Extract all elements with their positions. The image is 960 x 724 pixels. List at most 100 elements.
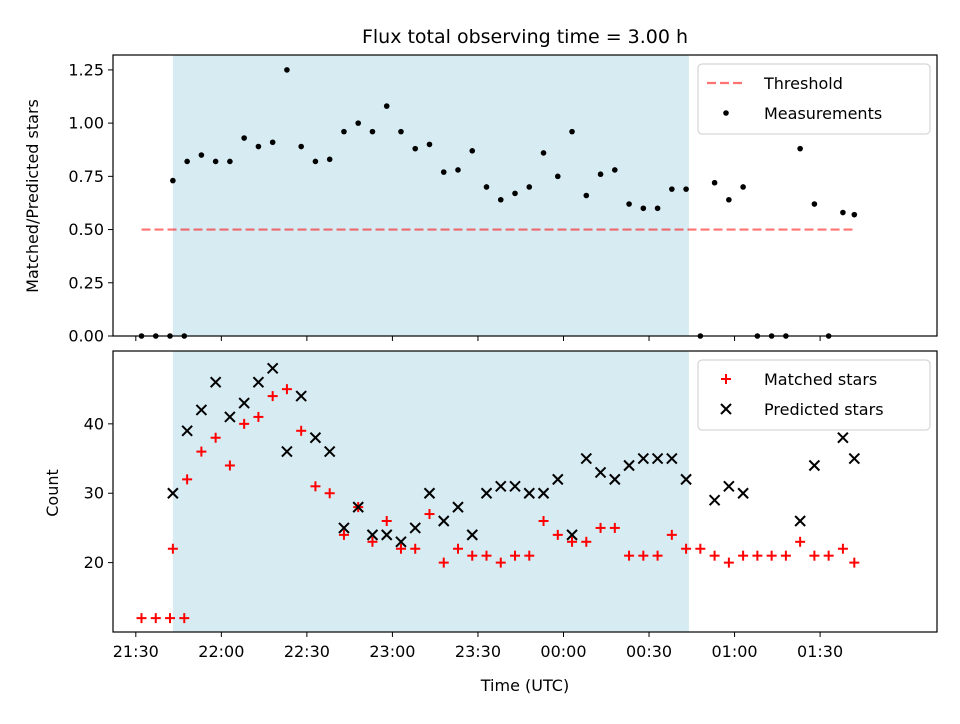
predicted-point-b <box>580 452 593 465</box>
measurement-point <box>669 186 675 192</box>
matched-point <box>338 529 349 540</box>
measurement-point <box>255 143 262 150</box>
predicted-point <box>794 515 806 527</box>
matched-point <box>795 536 806 547</box>
predicted-point-b <box>252 376 265 388</box>
legend-label: Matched stars <box>764 370 877 389</box>
matched-point <box>165 613 176 624</box>
predicted-point-b <box>366 529 379 541</box>
measurement-point <box>170 177 176 184</box>
chart-title: Flux total observing time = 3.00 h <box>362 26 688 48</box>
predicted-point <box>338 522 350 534</box>
predicted-point <box>281 445 293 458</box>
predicted-point <box>537 487 550 499</box>
matched-point <box>510 550 521 561</box>
predicted-point <box>708 494 721 506</box>
matched-point <box>210 432 221 443</box>
predicted-point <box>808 459 821 472</box>
measurement-point <box>540 150 547 156</box>
matched-point <box>167 543 178 554</box>
count-y-tick-label: 30 <box>84 484 104 503</box>
predicted-point-b <box>708 494 721 506</box>
legend-box <box>697 359 931 431</box>
predicted-point <box>323 445 336 458</box>
predicted-point-b <box>537 487 550 499</box>
predicted-point-b <box>623 459 635 472</box>
predicted-point-b <box>737 487 749 499</box>
matched-point <box>495 557 506 568</box>
measurement-point <box>797 145 803 152</box>
measurement-point <box>811 201 818 207</box>
measurement-point <box>455 167 461 173</box>
matched-point <box>395 543 406 554</box>
measurement-point <box>740 184 746 190</box>
predicted-point-b <box>651 452 664 465</box>
measurement-point <box>640 205 647 212</box>
predicted-point <box>848 452 861 465</box>
matched-point <box>652 550 663 561</box>
measurement-point <box>326 156 333 163</box>
x-tick-label: 22:30 <box>284 642 330 661</box>
measurement-point <box>241 135 247 141</box>
matched-point <box>296 425 307 436</box>
x-tick-label: 23:30 <box>455 642 501 661</box>
x-tick-label: 22:00 <box>198 642 244 661</box>
matched-point <box>253 411 264 422</box>
matched-point <box>367 536 378 547</box>
measurement-point <box>212 158 219 165</box>
matched-point <box>723 557 734 568</box>
matched-point <box>552 529 563 540</box>
matched-point <box>524 550 535 561</box>
bottom-y-axis-label: Count <box>43 469 62 517</box>
ratio-y-tick-label: 0.50 <box>68 220 104 239</box>
predicted-point-b <box>637 452 650 465</box>
predicted-point <box>295 390 307 402</box>
measurement-point <box>583 192 590 199</box>
predicted-point-b <box>438 515 450 527</box>
predicted-point-b <box>794 515 806 527</box>
matched-point <box>595 522 606 533</box>
measurement-point <box>840 209 846 216</box>
count-series-2 <box>167 362 861 548</box>
predicted-point <box>352 501 364 513</box>
predicted-point <box>167 487 179 499</box>
x-tick-label: 21:30 <box>113 642 159 661</box>
legend-label: Measurements <box>764 104 882 123</box>
predicted-point <box>666 452 678 465</box>
legend-predicted-b <box>720 403 732 415</box>
predicted-point-b <box>195 404 208 416</box>
predicted-point-b <box>181 425 193 437</box>
predicted-point <box>452 501 464 513</box>
measurement-point <box>355 120 362 126</box>
predicted-point <box>438 515 450 527</box>
measurement-point <box>554 173 561 180</box>
matched-point <box>709 550 720 561</box>
predicted-point-b <box>495 480 507 493</box>
predicted-point <box>309 432 322 444</box>
x-tick-label: 00:00 <box>540 642 586 661</box>
matched-point <box>766 550 777 561</box>
predicted-point-b <box>352 501 364 513</box>
matched-point <box>849 557 860 568</box>
predicted-point <box>195 404 208 416</box>
legend-label: Predicted stars <box>764 400 884 419</box>
predicted-point-b <box>452 501 464 513</box>
measurement-point <box>412 145 419 152</box>
matched-point <box>681 543 692 554</box>
predicted-point-b <box>509 480 521 493</box>
predicted-point-b <box>281 445 293 458</box>
predicted-point <box>266 362 279 375</box>
predicted-point-b <box>808 459 821 472</box>
matched-point <box>267 391 278 402</box>
measurement-point <box>198 152 205 158</box>
predicted-point <box>609 473 621 486</box>
matched-point <box>538 515 549 526</box>
ratio-y-tick-label: 1.25 <box>68 60 104 79</box>
predicted-point-b <box>323 445 336 458</box>
predicted-point <box>209 376 222 388</box>
predicted-point <box>723 480 735 493</box>
legend-measurement-swatch <box>723 110 729 116</box>
ratio-axes-frame <box>112 54 938 337</box>
predicted-point-b <box>309 432 322 444</box>
